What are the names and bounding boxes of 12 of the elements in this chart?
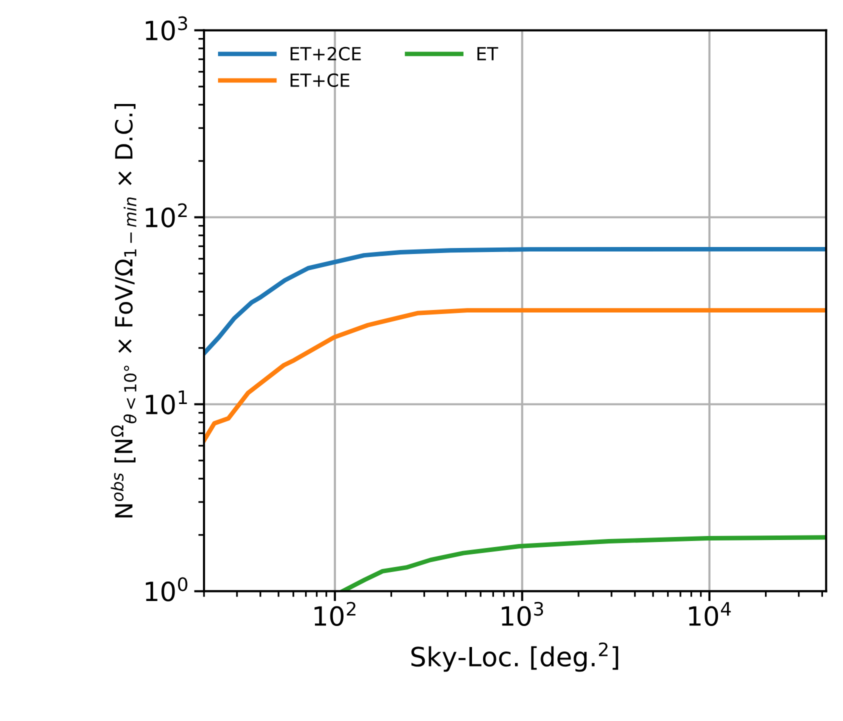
legend-label: ET (477, 47, 498, 60)
y-tick-label: 10$^{0}$ (146, 577, 188, 602)
x-tick-label: 10$^{2}$ (314, 602, 356, 626)
x-tick-label: 10$^{4}$ (689, 602, 731, 626)
y-axis-title: N$^{obs}$ [N$^{Ω}$$_{θ<10°}$ × FoV/Ω$_{1−min}$ × D.C.] (110, 104, 136, 518)
y-tick-label: 10$^{3}$ (146, 16, 188, 40)
y-tick-label: 10$^{1}$ (146, 390, 187, 414)
legend-label: ET+CE (290, 73, 350, 88)
y-tick-label: 10$^{2}$ (146, 203, 187, 228)
x-tick-label: 10$^{3}$ (502, 602, 544, 626)
x-axis-title: Sky-Loc. [deg.$^{2}$] (411, 642, 618, 672)
legend-label: ET+2CE (290, 46, 361, 61)
